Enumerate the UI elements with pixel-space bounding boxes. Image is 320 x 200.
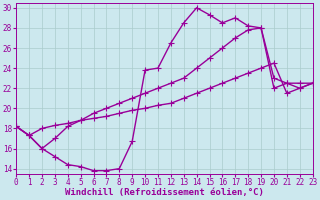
X-axis label: Windchill (Refroidissement éolien,°C): Windchill (Refroidissement éolien,°C): [65, 188, 264, 197]
